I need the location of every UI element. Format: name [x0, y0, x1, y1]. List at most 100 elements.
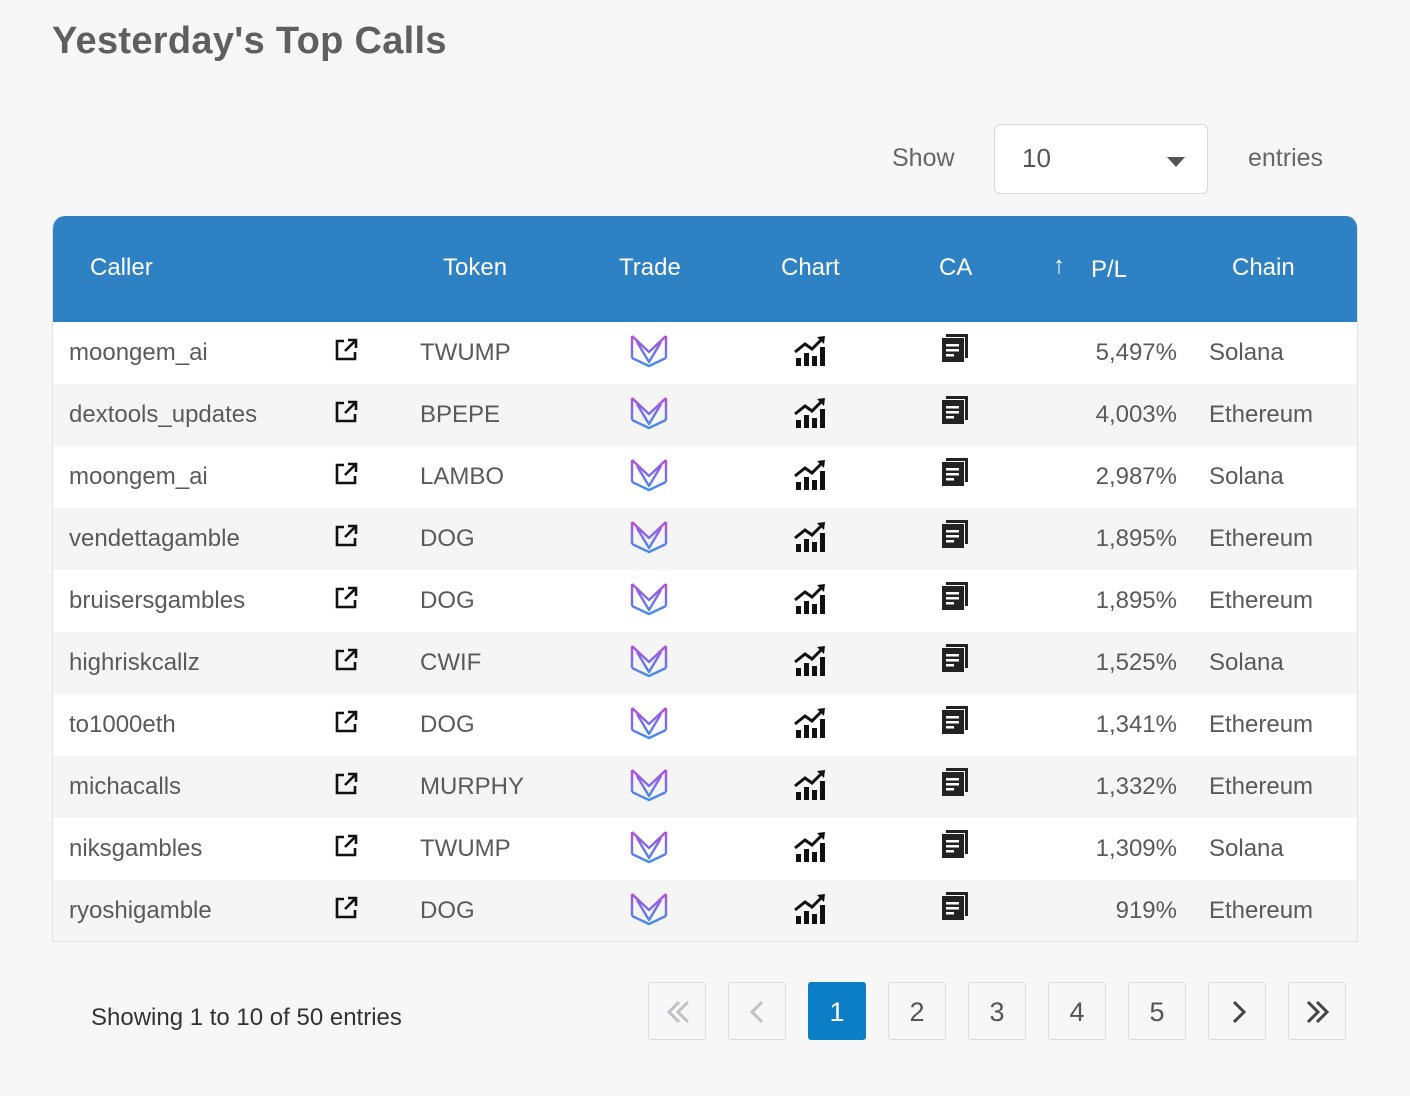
- chain-name: Ethereum: [1209, 525, 1314, 552]
- chain-name: Ethereum: [1209, 773, 1314, 800]
- header-token[interactable]: Token: [443, 254, 508, 281]
- chart-icon[interactable]: [793, 582, 827, 616]
- page-button-2[interactable]: 2: [888, 982, 946, 1040]
- chart-icon[interactable]: [793, 892, 827, 926]
- token-symbol: DOG: [420, 711, 475, 738]
- trade-logo-icon[interactable]: [629, 580, 669, 616]
- header-chain[interactable]: Chain: [1232, 254, 1295, 281]
- entries-per-page-value: 10: [1022, 143, 1051, 173]
- caller-name: ryoshigamble: [69, 897, 212, 924]
- trade-logo-icon[interactable]: [629, 332, 669, 368]
- caller-name: to1000eth: [69, 711, 176, 738]
- trade-logo-icon[interactable]: [629, 828, 669, 864]
- table-row: to1000eth DOG 1,341% Ethereum: [53, 694, 1357, 756]
- chain-name: Solana: [1209, 339, 1284, 366]
- caller-name: dextools_updates: [69, 401, 258, 428]
- chart-icon[interactable]: [793, 768, 827, 802]
- chart-icon[interactable]: [793, 830, 827, 864]
- entries-label: entries: [1248, 144, 1324, 172]
- chain-name: Solana: [1209, 835, 1284, 862]
- trade-logo-icon[interactable]: [629, 766, 669, 802]
- external-link-icon[interactable]: [333, 647, 359, 673]
- profit-loss-value: 919%: [1115, 897, 1177, 924]
- external-link-icon[interactable]: [333, 461, 359, 487]
- token-symbol: MURPHY: [420, 773, 525, 800]
- chevron-left-icon: [749, 1000, 764, 1024]
- copy-address-icon[interactable]: [937, 580, 971, 614]
- token-symbol: BPEPE: [420, 401, 501, 428]
- profit-loss-value: 1,895%: [1095, 525, 1177, 552]
- copy-address-icon[interactable]: [937, 518, 971, 552]
- table-row: michacalls MURPHY 1,332% Ethereum: [53, 756, 1357, 818]
- trade-logo-icon[interactable]: [629, 394, 669, 430]
- trade-logo-icon[interactable]: [629, 456, 669, 492]
- trade-logo-icon[interactable]: [629, 704, 669, 740]
- copy-address-icon[interactable]: [937, 828, 971, 862]
- external-link-icon[interactable]: [333, 771, 359, 797]
- external-link-icon[interactable]: [333, 709, 359, 735]
- trade-logo-icon[interactable]: [629, 518, 669, 554]
- profit-loss-value: 2,987%: [1095, 463, 1177, 490]
- external-link-icon[interactable]: [333, 337, 359, 363]
- table-row: moongem_ai TWUMP 5,497% Solana: [53, 322, 1357, 384]
- token-symbol: DOG: [420, 587, 475, 614]
- caret-down-icon: [1167, 157, 1185, 167]
- chain-name: Ethereum: [1209, 711, 1314, 738]
- table-row: vendettagamble DOG 1,895% Ethereum: [53, 508, 1357, 570]
- chart-icon[interactable]: [793, 520, 827, 554]
- profit-loss-value: 1,332%: [1095, 773, 1177, 800]
- table-row: ryoshigamble DOG 919% Ethereum: [53, 880, 1357, 941]
- caller-name: moongem_ai: [69, 463, 208, 490]
- copy-address-icon[interactable]: [937, 332, 971, 366]
- header-ca[interactable]: CA: [939, 254, 973, 281]
- header-caller[interactable]: Caller: [90, 254, 153, 281]
- table-info: Showing 1 to 10 of 50 entries: [91, 1004, 402, 1031]
- table-row: moongem_ai LAMBO 2,987% Solana: [53, 446, 1357, 508]
- header-chart[interactable]: Chart: [781, 254, 840, 281]
- chart-icon[interactable]: [793, 334, 827, 368]
- last-page-button[interactable]: [1288, 982, 1346, 1040]
- token-symbol: DOG: [420, 897, 475, 924]
- page-button-4[interactable]: 4: [1048, 982, 1106, 1040]
- chevron-right-icon: [1232, 1000, 1247, 1024]
- page-button-1[interactable]: 1: [808, 982, 866, 1040]
- entries-per-page-select[interactable]: 10: [994, 124, 1208, 194]
- profit-loss-value: 1,309%: [1095, 835, 1177, 862]
- external-link-icon[interactable]: [333, 523, 359, 549]
- external-link-icon[interactable]: [333, 585, 359, 611]
- copy-address-icon[interactable]: [937, 704, 971, 738]
- copy-address-icon[interactable]: [937, 456, 971, 490]
- chart-icon[interactable]: [793, 396, 827, 430]
- external-link-icon[interactable]: [333, 833, 359, 859]
- page-title: Yesterday's Top Calls: [52, 20, 447, 62]
- table-row: niksgambles TWUMP 1,309% Solana: [53, 818, 1357, 880]
- caller-name: michacalls: [69, 773, 182, 800]
- chart-icon[interactable]: [793, 458, 827, 492]
- previous-page-button[interactable]: [728, 982, 786, 1040]
- copy-address-icon[interactable]: [937, 642, 971, 676]
- token-symbol: TWUMP: [420, 339, 511, 366]
- header-pl-label: P/L: [1091, 256, 1128, 283]
- trade-logo-icon[interactable]: [629, 890, 669, 926]
- token-symbol: LAMBO: [420, 463, 505, 490]
- chart-icon[interactable]: [793, 706, 827, 740]
- page-button-3[interactable]: 3: [968, 982, 1026, 1040]
- page-button-5[interactable]: 5: [1128, 982, 1186, 1040]
- first-page-button[interactable]: [648, 982, 706, 1040]
- external-link-icon[interactable]: [333, 895, 359, 921]
- copy-address-icon[interactable]: [937, 890, 971, 924]
- chart-icon[interactable]: [793, 644, 827, 678]
- next-page-button[interactable]: [1208, 982, 1266, 1040]
- profit-loss-value: 1,341%: [1095, 711, 1177, 738]
- show-label: Show: [892, 144, 955, 172]
- token-symbol: DOG: [420, 525, 475, 552]
- chain-name: Ethereum: [1209, 401, 1314, 428]
- copy-address-icon[interactable]: [937, 766, 971, 800]
- caller-name: vendettagamble: [69, 525, 240, 552]
- header-trade[interactable]: Trade: [619, 254, 681, 281]
- chain-name: Ethereum: [1209, 897, 1314, 924]
- external-link-icon[interactable]: [333, 399, 359, 425]
- chain-name: Solana: [1209, 463, 1284, 490]
- trade-logo-icon[interactable]: [629, 642, 669, 678]
- copy-address-icon[interactable]: [937, 394, 971, 428]
